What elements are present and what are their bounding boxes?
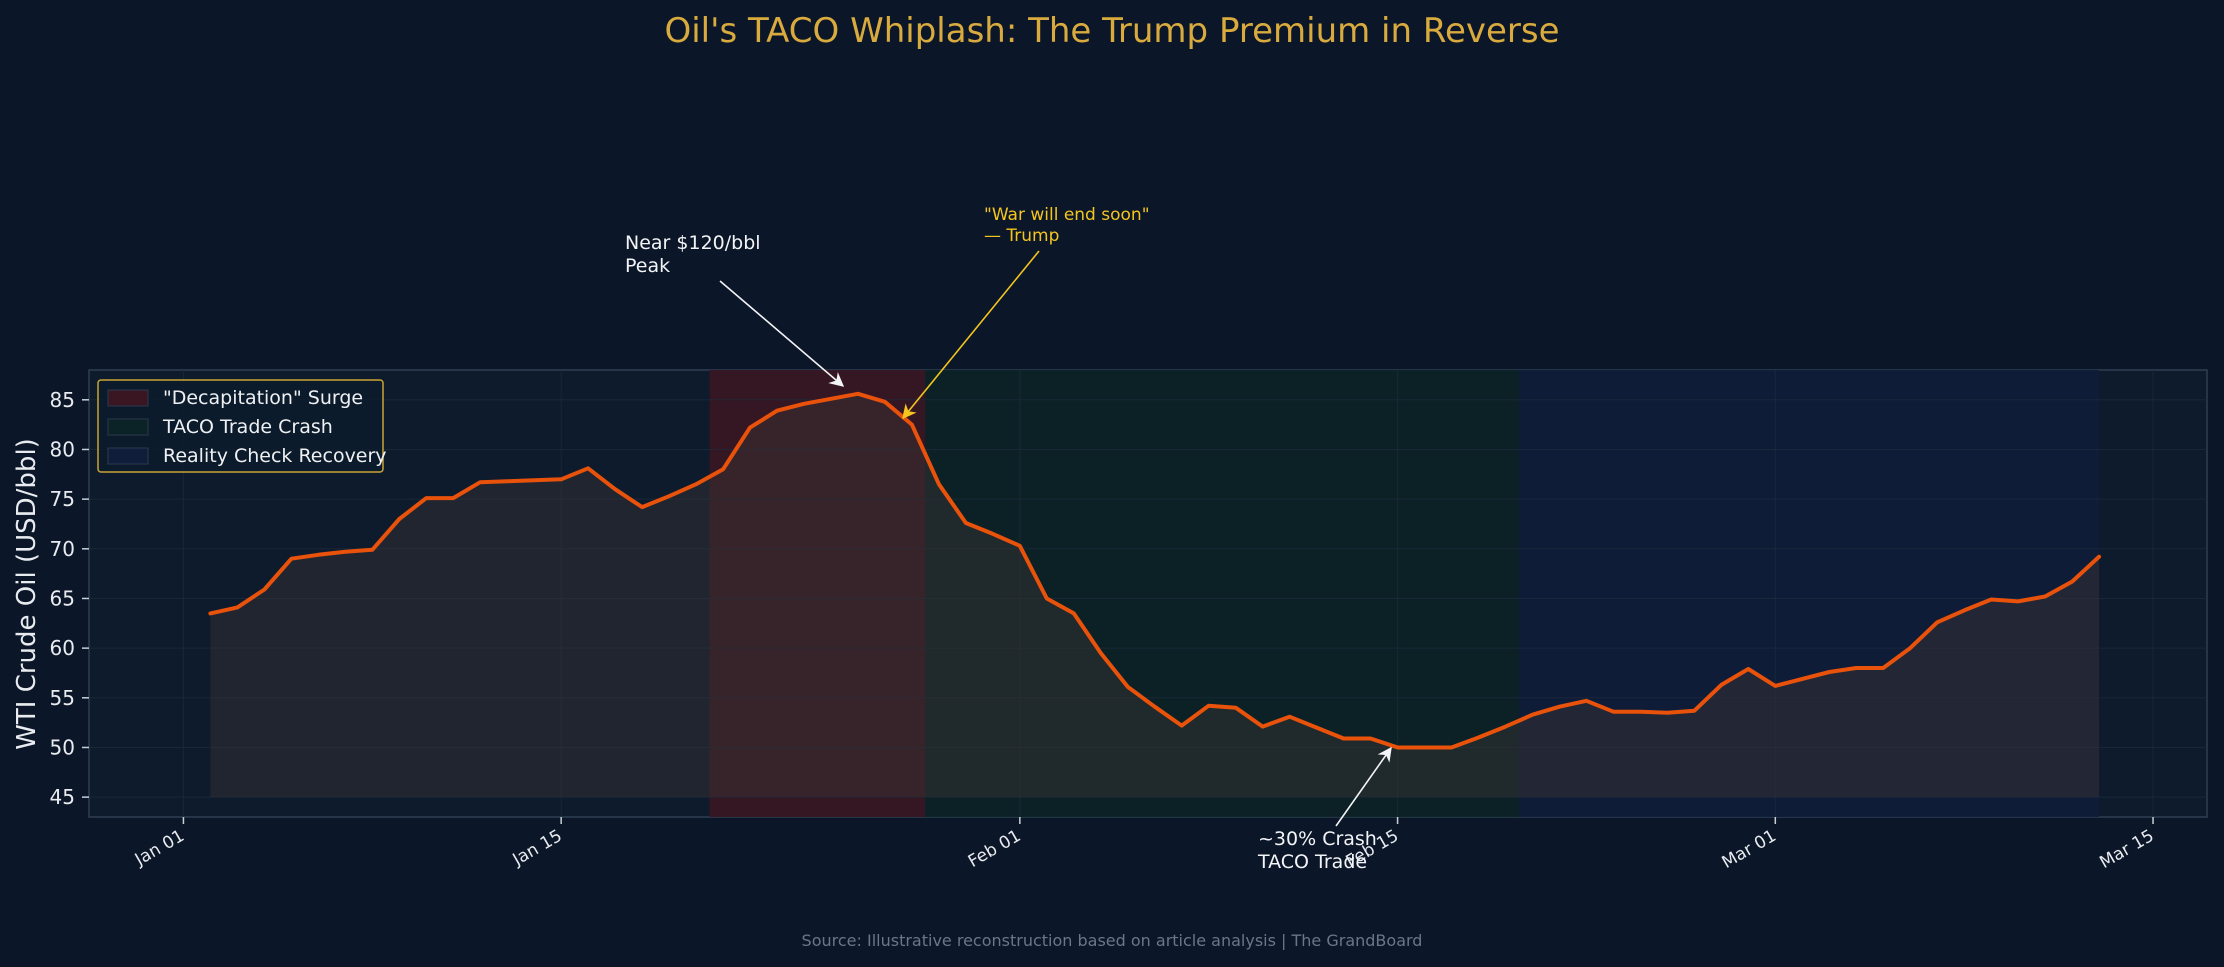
- x-tick-label: Jan 15: [509, 826, 566, 870]
- legend-box: [97, 379, 384, 473]
- price-series: [208, 391, 2102, 750]
- phase-bands: [709, 370, 2100, 817]
- y-axis-label: WTI Crude Oil (USD/bbl): [12, 438, 42, 750]
- phase-band-0: [709, 370, 926, 817]
- y-axis: 45 50 55 60 65 70 75 80 85: [50, 388, 89, 809]
- annotation-arrow-0: [719, 280, 845, 387]
- y-tick-label: 65: [50, 586, 75, 610]
- price-area: [210, 393, 2100, 798]
- annotation-text-1-0: "War will end soon": [984, 205, 1150, 225]
- phase-band-2: [1518, 370, 2100, 817]
- y-tick-label: 85: [50, 388, 75, 412]
- legend-label-1: TACO Trade Crash: [162, 416, 333, 438]
- x-tick-label: Feb 01: [965, 826, 1024, 872]
- annotation-text-1-1: — Trump: [984, 226, 1059, 246]
- x-tick-label: Mar 15: [2096, 826, 2157, 873]
- x-tick-label: Jan 01: [131, 826, 188, 870]
- y-tick-label: 50: [50, 735, 75, 759]
- legend-swatch-1: [107, 418, 149, 436]
- phase-band-1: [925, 370, 1519, 817]
- grid-lines: [89, 370, 2207, 817]
- price-line: [208, 391, 2102, 750]
- legend-swatch-0: [107, 389, 149, 407]
- x-tick-label: Mar 01: [1719, 826, 1780, 873]
- x-axis: Jan 01 Jan 15 Feb 01 Feb 15 Mar 01 Mar 15: [131, 817, 2158, 873]
- annotation-text-2-0: ~30% Crash: [1258, 828, 1377, 850]
- chart-title: Oil's TACO Whiplash: The Trump Premium i…: [664, 11, 1559, 51]
- annotation-arrow-2: [1335, 746, 1392, 827]
- y-tick-label: 45: [50, 785, 75, 809]
- y-tick-label: 80: [50, 437, 75, 461]
- legend-swatch-2: [107, 447, 149, 465]
- y-tick-label: 55: [50, 686, 75, 710]
- annotation-text-0-1: Peak: [625, 255, 670, 277]
- legend: "Decapitation" Surge TACO Trade Crash Real…: [97, 379, 387, 473]
- annotation-text-2-1: TACO Trade: [1257, 851, 1367, 873]
- legend-label-2: Reality Check Recovery: [163, 445, 387, 467]
- price-area-fill: [210, 393, 2100, 798]
- y-tick-label: 70: [50, 537, 75, 561]
- y-tick-label: 75: [50, 487, 75, 511]
- source-note: Source: Illustrative reconstruction base…: [802, 931, 1423, 950]
- y-tick-label: 60: [50, 636, 75, 660]
- annotation-arrow-1: [902, 250, 1040, 420]
- legend-label-0: "Decapitation" Surge: [163, 387, 363, 409]
- annotation-text-0-0: Near $120/bbl: [625, 232, 761, 254]
